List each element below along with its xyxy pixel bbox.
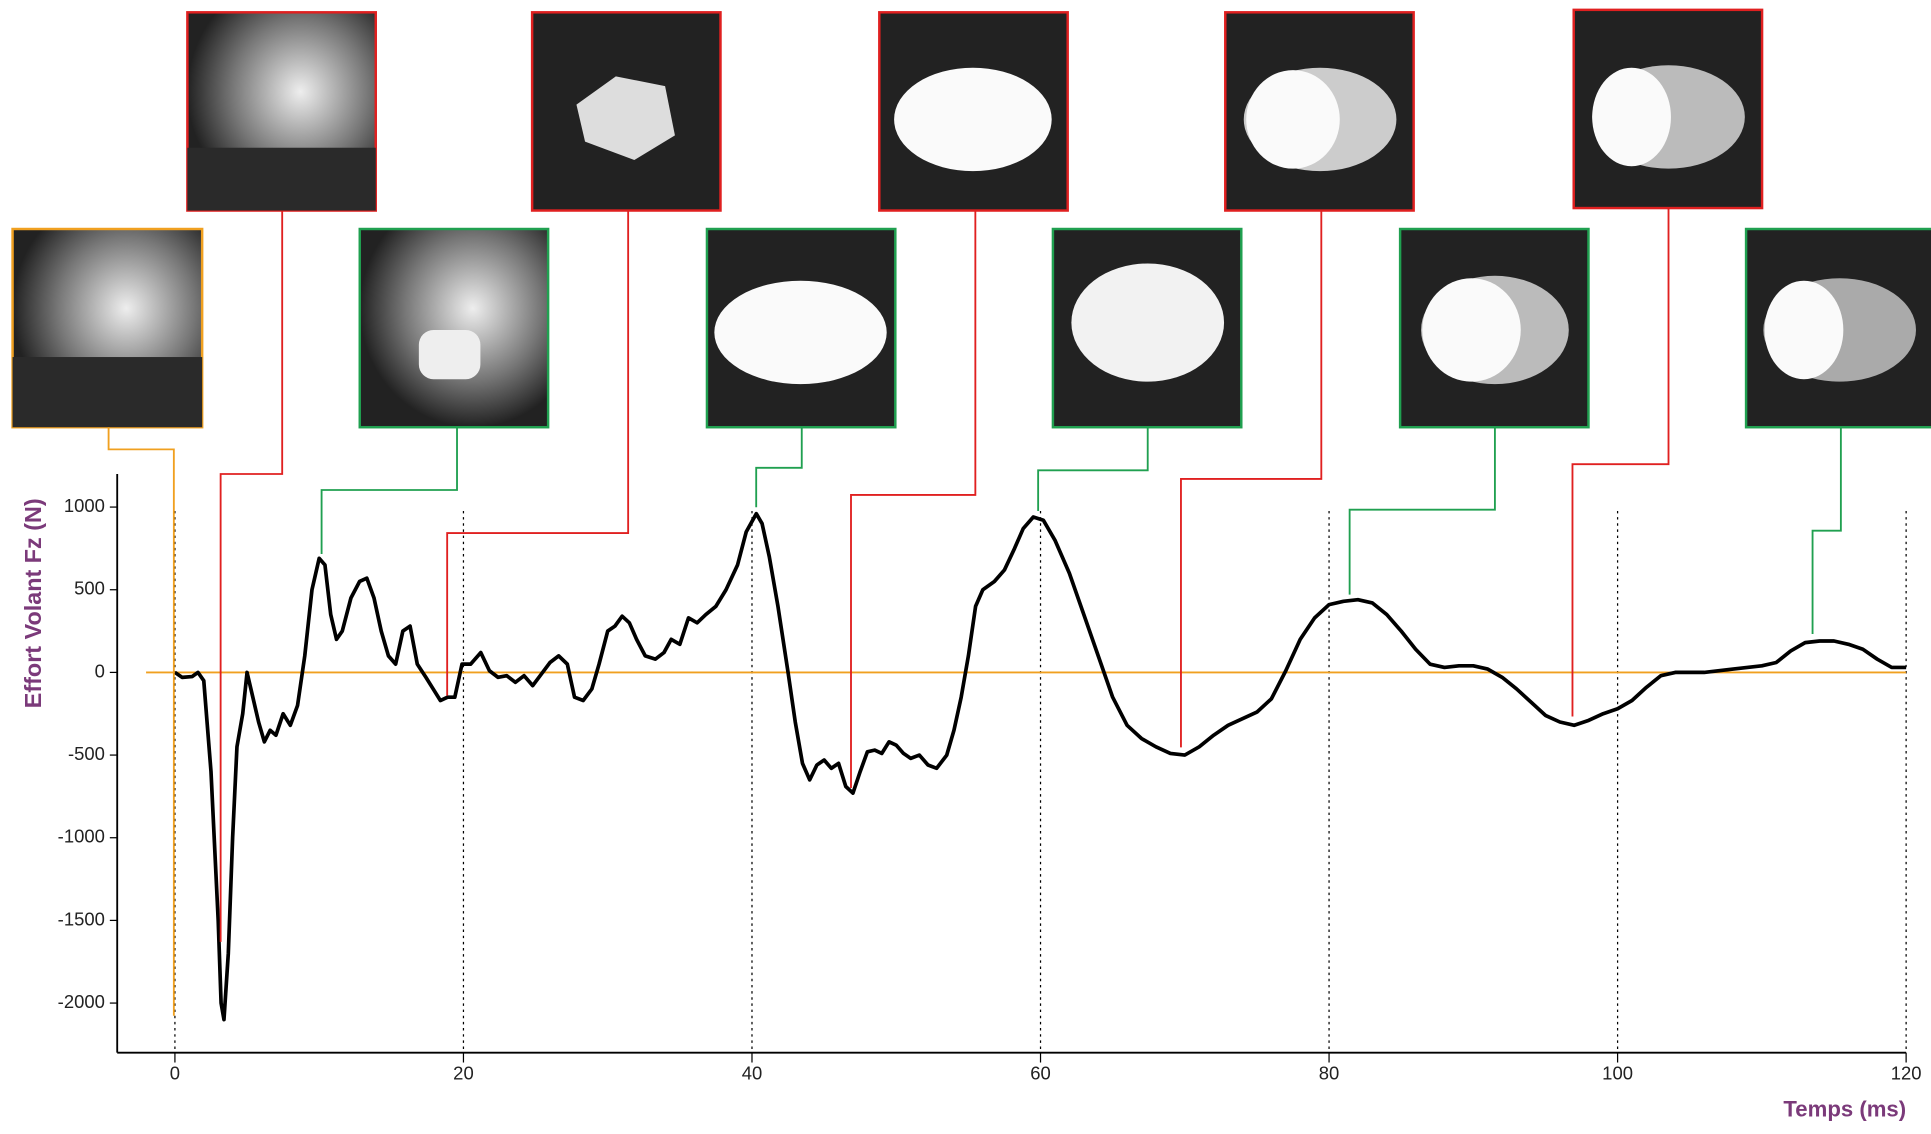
data-line <box>173 511 1907 1022</box>
frame <box>1744 227 1931 429</box>
y-tick-label: -500 <box>68 743 105 764</box>
y-tick-label: -1000 <box>58 826 105 847</box>
y-axis-label: Effort Volant Fz (N) <box>20 498 46 708</box>
frame <box>530 11 722 212</box>
y-tick-label: 1000 <box>64 495 105 516</box>
frame <box>358 227 550 429</box>
frame <box>705 227 897 429</box>
x-tick-label: 20 <box>453 1063 474 1084</box>
frame <box>186 11 377 212</box>
frame <box>11 227 204 429</box>
frame <box>878 11 1069 212</box>
frames <box>11 8 1931 429</box>
y-tick-label: 0 <box>95 660 105 681</box>
x-tick-label: 100 <box>1602 1063 1633 1084</box>
y-tick-label: -1500 <box>58 908 105 929</box>
x-tick-label: 80 <box>1319 1063 1340 1084</box>
x-tick-label: 60 <box>1030 1063 1051 1084</box>
frame <box>1051 227 1243 429</box>
x-tick-label: 120 <box>1891 1063 1922 1084</box>
frame <box>1224 11 1415 212</box>
y-tick-label: 500 <box>74 578 105 599</box>
y-tick-label: -2000 <box>58 991 105 1012</box>
x-tick-label: 40 <box>742 1063 763 1084</box>
x-tick-label: 0 <box>170 1063 180 1084</box>
frame <box>1572 8 1764 210</box>
x-axis-label: Temps (ms) <box>1783 1096 1906 1121</box>
frame <box>1398 227 1590 429</box>
connectors <box>107 208 1842 1016</box>
